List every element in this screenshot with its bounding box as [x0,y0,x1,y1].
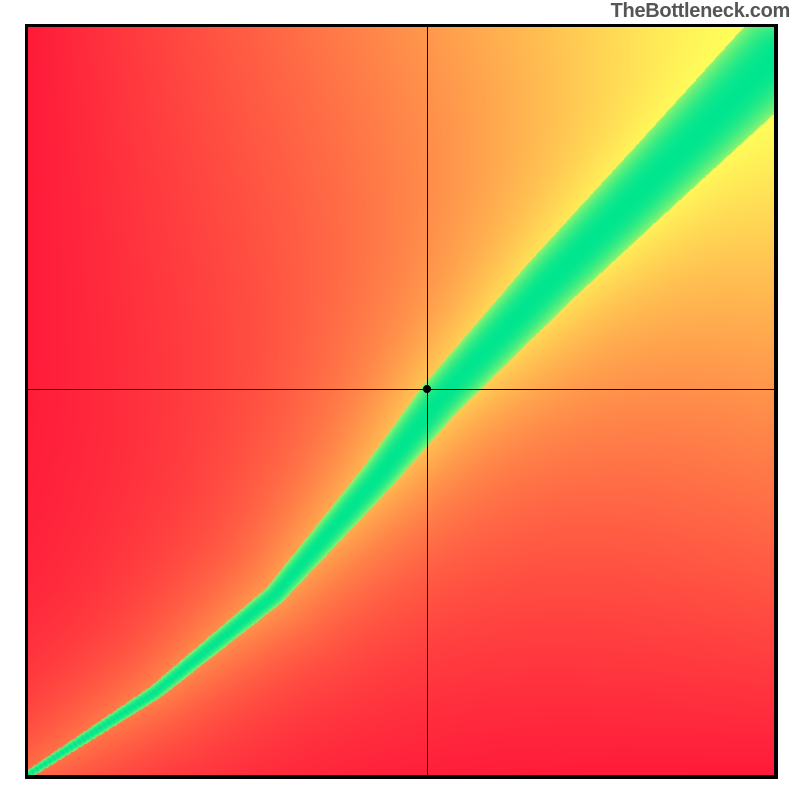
plot-frame [25,24,778,779]
marker-dot [423,385,431,393]
watermark-text: TheBottleneck.com [611,0,790,23]
heatmap-canvas [28,27,774,775]
crosshair-horizontal [28,389,774,390]
chart-container: TheBottleneck.com [0,0,800,800]
crosshair-vertical [427,27,428,775]
